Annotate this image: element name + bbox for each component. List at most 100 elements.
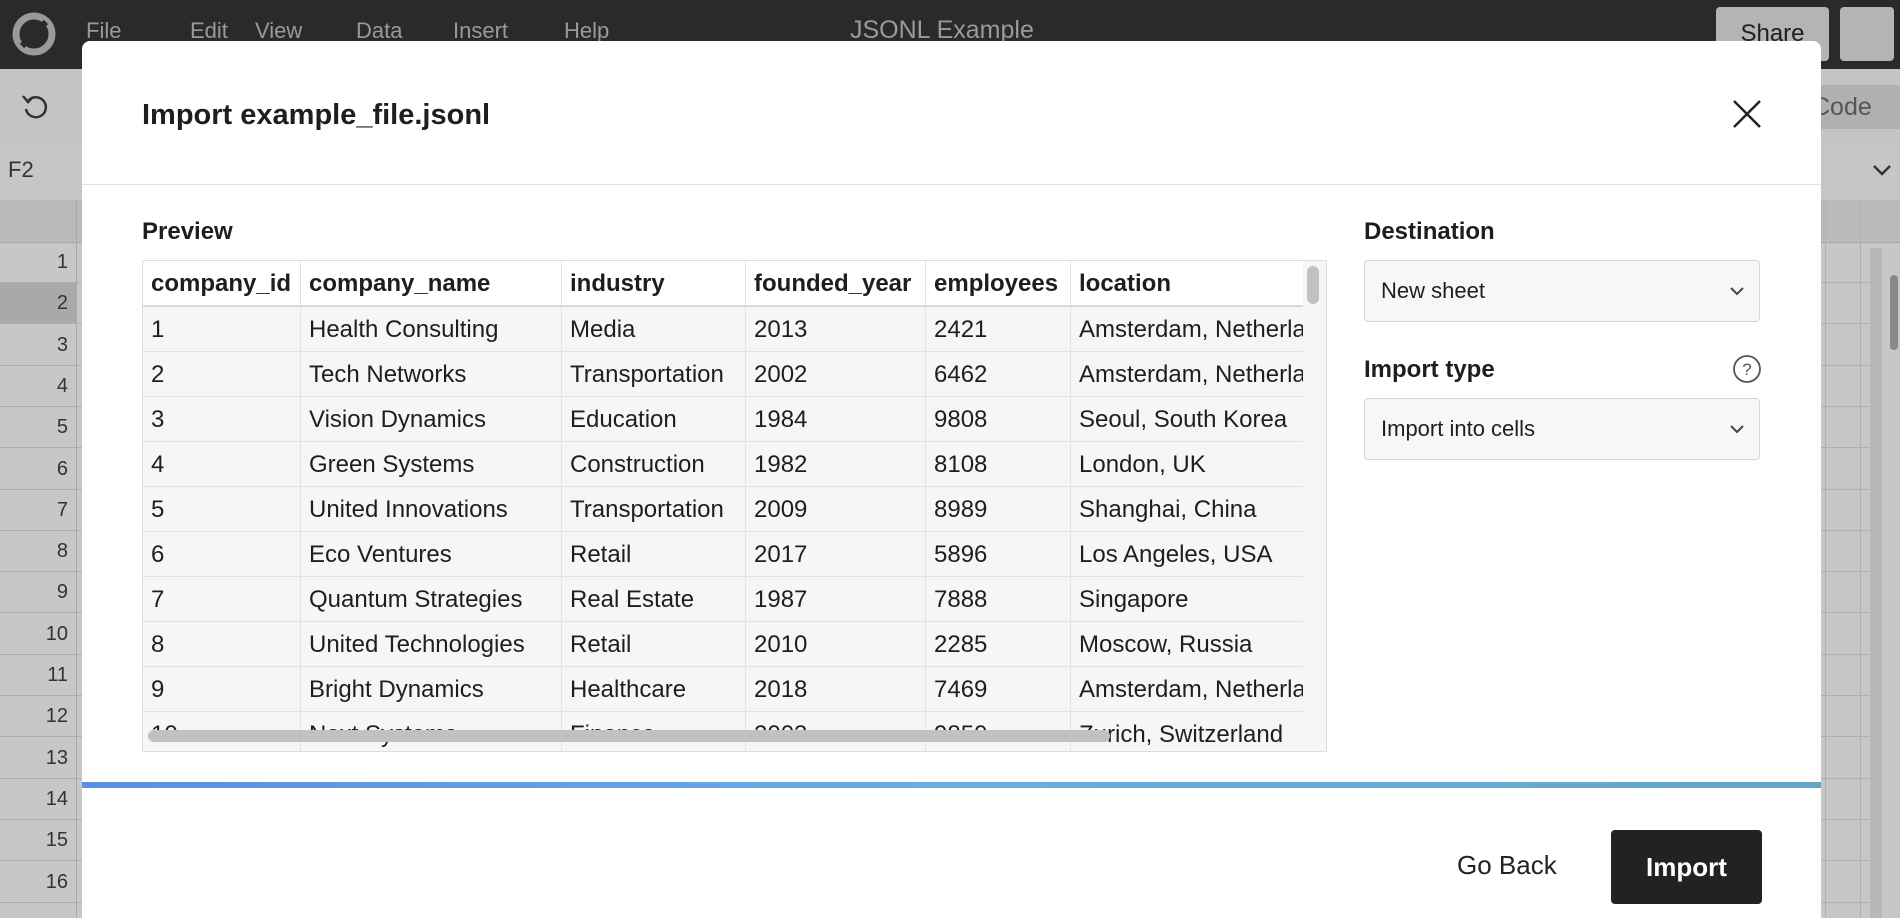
import-type-label: Import type xyxy=(1364,356,1495,383)
table-cell: 8 xyxy=(143,622,301,667)
table-cell: 2013 xyxy=(746,307,926,352)
table-cell: Vision Dynamics xyxy=(301,397,562,442)
preview-label: Preview xyxy=(142,218,233,245)
table-cell: 1982 xyxy=(746,442,926,487)
divider xyxy=(82,184,1821,185)
column-header: industry xyxy=(562,261,746,307)
table-cell: 5896 xyxy=(926,532,1071,577)
vertical-scrollbar[interactable] xyxy=(1870,248,1882,918)
table-cell: 2002 xyxy=(746,352,926,397)
close-button[interactable] xyxy=(1732,99,1762,129)
undo-icon[interactable] xyxy=(20,91,50,121)
chevron xyxy=(1730,287,1744,296)
table-cell: London, UK xyxy=(1071,442,1303,487)
row-header-border xyxy=(76,200,77,918)
expand-icon[interactable] xyxy=(1872,162,1892,178)
column-header: founded_year xyxy=(746,261,926,307)
column-header: company_name xyxy=(301,261,562,307)
column-header: company_id xyxy=(143,261,301,307)
table-cell: Health Consulting xyxy=(301,307,562,352)
table-cell: Education xyxy=(562,397,746,442)
destination-label: Destination xyxy=(1364,218,1495,245)
table-cell: Green Systems xyxy=(301,442,562,487)
table-cell: 5 xyxy=(143,487,301,532)
row-number: 10 xyxy=(0,614,76,655)
row-number: 12 xyxy=(0,696,76,738)
dialog-title: Import example_file.jsonl xyxy=(142,99,491,131)
table-cell: 1 xyxy=(143,307,301,352)
row-number: 2 xyxy=(0,283,76,325)
logo xyxy=(12,12,56,56)
account-button[interactable] xyxy=(1840,7,1894,61)
table-cell: 2017 xyxy=(746,532,926,577)
import-button[interactable]: Import xyxy=(1611,830,1762,904)
table-cell: 6462 xyxy=(926,352,1071,397)
row-number: 16 xyxy=(0,862,76,903)
table-cell: Zurich, Switzerland xyxy=(1071,712,1303,751)
table-cell: Eco Ventures xyxy=(301,532,562,577)
menu-item[interactable]: Edit xyxy=(190,18,228,43)
table-cell: Seoul, South Korea xyxy=(1071,397,1303,442)
row-number: 11 xyxy=(0,655,76,696)
table-cell: Bright Dynamics xyxy=(301,667,562,712)
row-number: 9 xyxy=(0,572,76,614)
menu-item[interactable]: Data xyxy=(356,18,403,43)
table-cell: United Innovations xyxy=(301,487,562,532)
table-cell: Transportation xyxy=(562,352,746,397)
cell-reference: F2 xyxy=(8,157,34,182)
row-number: 3 xyxy=(0,325,76,366)
table-cell: 4 xyxy=(143,442,301,487)
row-number: 7 xyxy=(0,490,76,531)
row-number: 5 xyxy=(0,407,76,449)
table-cell: 2010 xyxy=(746,622,926,667)
menu-item[interactable]: Insert xyxy=(453,18,509,43)
table-viewport: company_id company_name industry founded_ye… xyxy=(143,261,1303,751)
table-cell: Real Estate xyxy=(562,577,746,622)
table-cell: Retail xyxy=(562,532,746,577)
grid-column xyxy=(1825,200,1826,918)
table-cell: Quantum Strategies xyxy=(301,577,562,622)
vertical-scroll-thumb[interactable] xyxy=(1307,266,1319,304)
table-cell: 7 xyxy=(143,577,301,622)
table-cell: 2285 xyxy=(926,622,1071,667)
import-type-select[interactable]: Import into cells xyxy=(1364,398,1760,460)
help-icon[interactable]: ? xyxy=(1732,354,1762,384)
table-cell: Media xyxy=(562,307,746,352)
table-cell: 2009 xyxy=(746,487,926,532)
go-back-button[interactable]: Go Back xyxy=(1457,850,1557,880)
table-cell: Singapore xyxy=(1071,577,1303,622)
table-cell: Shanghai, China xyxy=(1071,487,1303,532)
table-cell: 8989 xyxy=(926,487,1071,532)
document-title: JSONL Example xyxy=(850,16,1034,44)
chevron xyxy=(1730,425,1744,434)
table-cell: United Technologies xyxy=(301,622,562,667)
menu-item[interactable]: File xyxy=(86,18,122,43)
menu-item[interactable]: Help xyxy=(564,18,610,43)
horizontal-scroll-thumb[interactable] xyxy=(148,730,1110,742)
row-number: 6 xyxy=(0,449,76,490)
table-cell: Tech Networks xyxy=(301,352,562,397)
destination-select[interactable]: New sheet xyxy=(1364,260,1760,322)
column-header: employees xyxy=(926,261,1071,307)
import-dialog: Import example_file.jsonl Preview compan… xyxy=(82,41,1821,918)
column-header: location xyxy=(1071,261,1303,307)
row-number: 14 xyxy=(0,779,76,820)
row-number: 15 xyxy=(0,820,76,862)
scroll-thumb[interactable] xyxy=(1890,275,1898,350)
row-number: 1 xyxy=(0,242,76,283)
table-cell: Amsterdam, Netherlands xyxy=(1071,352,1303,397)
table-cell: 7888 xyxy=(926,577,1071,622)
table-cell: 6 xyxy=(143,532,301,577)
table-cell: 9 xyxy=(143,667,301,712)
menu-item[interactable]: View xyxy=(255,18,303,43)
row-number: 13 xyxy=(0,738,76,779)
table-cell: 2 xyxy=(143,352,301,397)
table-cell: 9808 xyxy=(926,397,1071,442)
table-cell: Moscow, Russia xyxy=(1071,622,1303,667)
grid-column xyxy=(1860,200,1861,918)
row-number: 8 xyxy=(0,531,76,573)
table-cell: 3 xyxy=(143,397,301,442)
table-cell: 2018 xyxy=(746,667,926,712)
table-cell: Transportation xyxy=(562,487,746,532)
